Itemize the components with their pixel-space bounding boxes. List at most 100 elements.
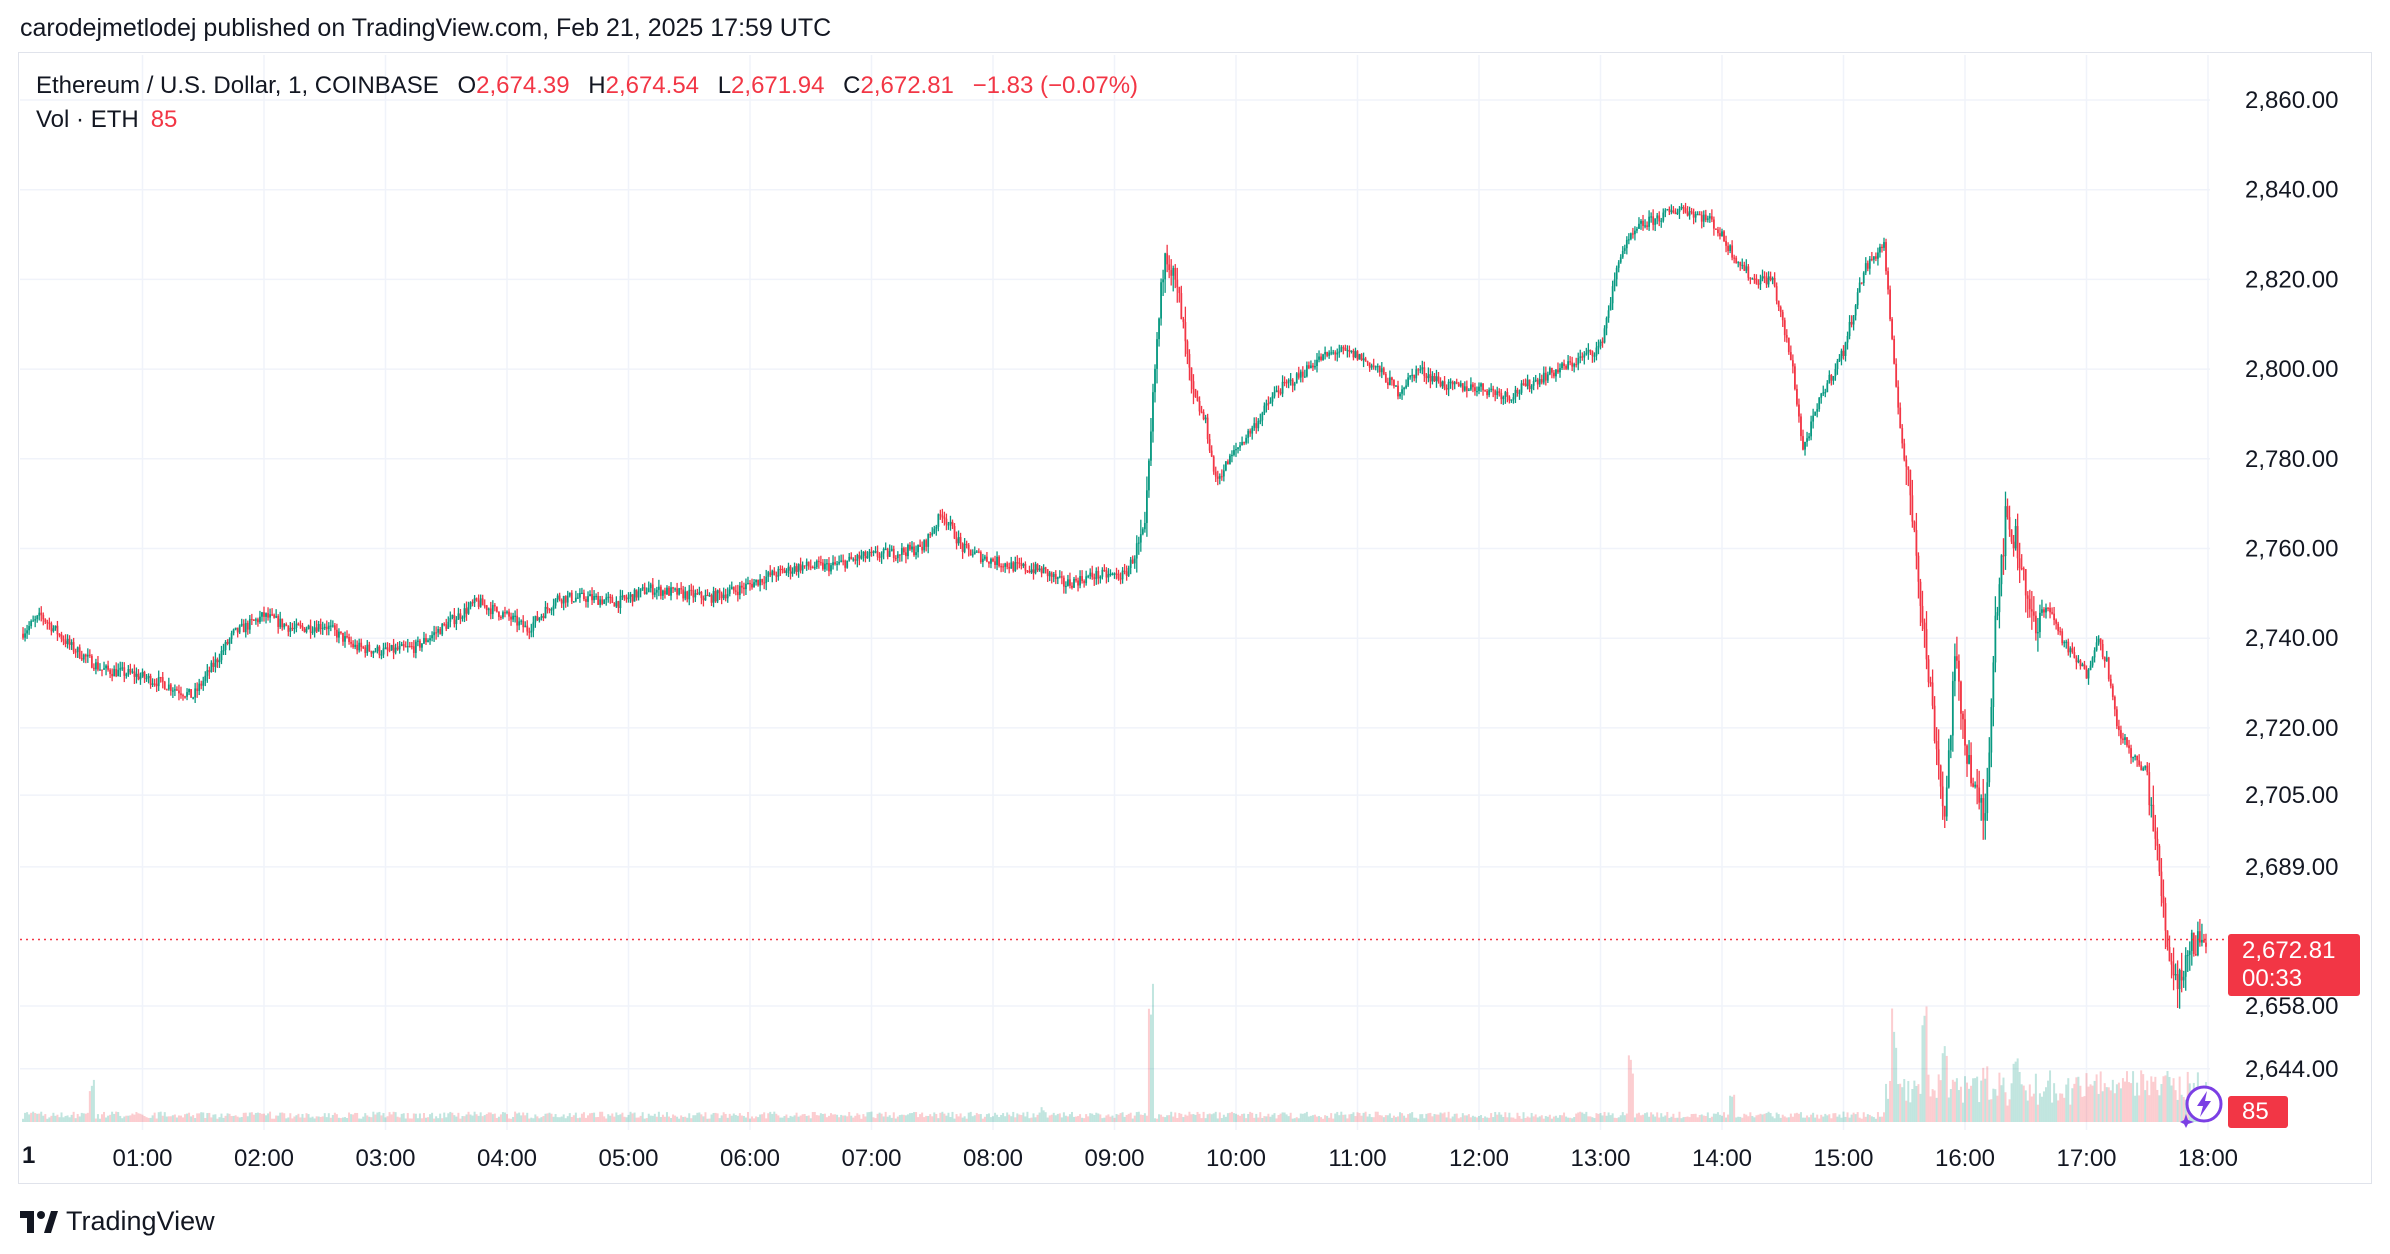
volume-bar xyxy=(653,1113,656,1122)
volume-bar xyxy=(129,1115,132,1122)
volume-bar xyxy=(690,1118,693,1122)
candle-body xyxy=(317,624,320,632)
volume-bar xyxy=(1607,1112,1610,1122)
candle-body xyxy=(2016,526,2019,559)
volume-bar xyxy=(661,1114,664,1122)
volume-bar xyxy=(1678,1111,1681,1122)
volume-bar xyxy=(1366,1116,1369,1122)
candle-body xyxy=(621,595,624,597)
candle-body xyxy=(508,611,510,617)
candle-body xyxy=(1332,352,1335,354)
volume-bar xyxy=(1787,1117,1790,1122)
lightning-icon[interactable] xyxy=(2180,1084,2224,1128)
volume-bar xyxy=(1439,1112,1442,1122)
volume-bar xyxy=(1556,1117,1559,1122)
volume-bar xyxy=(1528,1117,1531,1122)
candle-body xyxy=(58,634,61,636)
footer-brand[interactable]: TradingView xyxy=(20,1206,215,1237)
candle-body xyxy=(64,640,67,644)
volume-bar xyxy=(1609,1115,1612,1122)
volume-bar xyxy=(981,1118,984,1122)
candle-body xyxy=(1765,277,1768,285)
volume-bar xyxy=(256,1112,259,1122)
candle-body xyxy=(1433,376,1436,382)
volume-bar xyxy=(676,1116,679,1122)
volume-bar xyxy=(1565,1116,1568,1122)
candle-body xyxy=(1968,755,1970,764)
volume-bar xyxy=(1990,1099,1993,1122)
volume-bar xyxy=(1083,1118,1086,1122)
volume-bar xyxy=(2097,1093,2100,1122)
volume-bar xyxy=(200,1112,203,1122)
volume-bar xyxy=(1222,1114,1225,1122)
candle-body xyxy=(441,623,444,635)
candle-body xyxy=(1024,563,1027,571)
candle-body xyxy=(558,595,561,601)
volume-bar xyxy=(1332,1118,1335,1122)
volume-bar xyxy=(161,1115,164,1122)
volume-bar xyxy=(461,1116,464,1122)
volume-bar xyxy=(1247,1114,1250,1122)
volume-bar xyxy=(1921,1025,1924,1122)
candle-body xyxy=(1563,363,1565,366)
candle-body xyxy=(2122,738,2124,740)
candle-body xyxy=(949,521,952,525)
volume-bar xyxy=(279,1112,282,1122)
candle-body xyxy=(1198,401,1201,412)
candle-body xyxy=(1860,282,1863,284)
volume-bar xyxy=(159,1111,162,1122)
candle-body xyxy=(1808,436,1810,439)
candle-body xyxy=(338,631,340,638)
candle-body xyxy=(1907,466,1910,470)
volume-bar xyxy=(1994,1089,1997,1122)
volume-bar xyxy=(2053,1083,2056,1122)
volume-bar xyxy=(1755,1115,1758,1122)
volume-bar xyxy=(425,1117,427,1122)
candle-body xyxy=(133,671,136,677)
candle-body xyxy=(921,546,924,551)
candle-body xyxy=(1415,369,1418,379)
volume-bar xyxy=(1022,1112,1025,1122)
candle-body xyxy=(1429,374,1432,382)
candle-body xyxy=(1129,559,1132,568)
volume-bar xyxy=(34,1113,37,1122)
candle-body xyxy=(824,563,826,570)
candle-body xyxy=(844,560,847,568)
volume-bar xyxy=(1718,1114,1721,1122)
candle-body xyxy=(246,622,249,630)
candle-body xyxy=(2089,665,2092,671)
candle-body xyxy=(1391,377,1393,381)
candle-body xyxy=(1065,585,1067,588)
volume-bar xyxy=(1224,1116,1227,1122)
candle-body xyxy=(1719,233,1721,237)
candle-body xyxy=(1901,428,1904,444)
volume-bar xyxy=(127,1115,130,1122)
volume-bar xyxy=(730,1115,733,1122)
interval-label[interactable]: 1 xyxy=(22,1142,36,1169)
candle-body xyxy=(1314,366,1316,368)
volume-bar xyxy=(722,1112,725,1122)
volume-bar xyxy=(617,1115,620,1122)
candle-body xyxy=(947,524,950,526)
candle-body xyxy=(1915,530,1918,556)
volume-bar xyxy=(165,1116,168,1122)
volume-bar xyxy=(212,1114,215,1122)
volume-bar xyxy=(184,1114,187,1122)
volume-bar xyxy=(171,1115,174,1122)
volume-bar xyxy=(927,1116,930,1122)
candle-body xyxy=(2059,631,2062,633)
volume-bar xyxy=(1832,1113,1835,1122)
volume-bar xyxy=(767,1113,770,1122)
candle-body xyxy=(1411,374,1414,377)
x-tick-label: 02:00 xyxy=(234,1145,294,1172)
volume-bar xyxy=(682,1116,685,1122)
chart-frame[interactable] xyxy=(18,52,2372,1184)
candle-body xyxy=(2061,631,2064,644)
candle-body xyxy=(2150,804,2153,807)
candle-body xyxy=(655,589,658,593)
volume-bar xyxy=(1893,1031,1896,1122)
volume-bar xyxy=(186,1113,189,1122)
candle-body xyxy=(1135,543,1138,559)
candle-body xyxy=(471,602,474,604)
